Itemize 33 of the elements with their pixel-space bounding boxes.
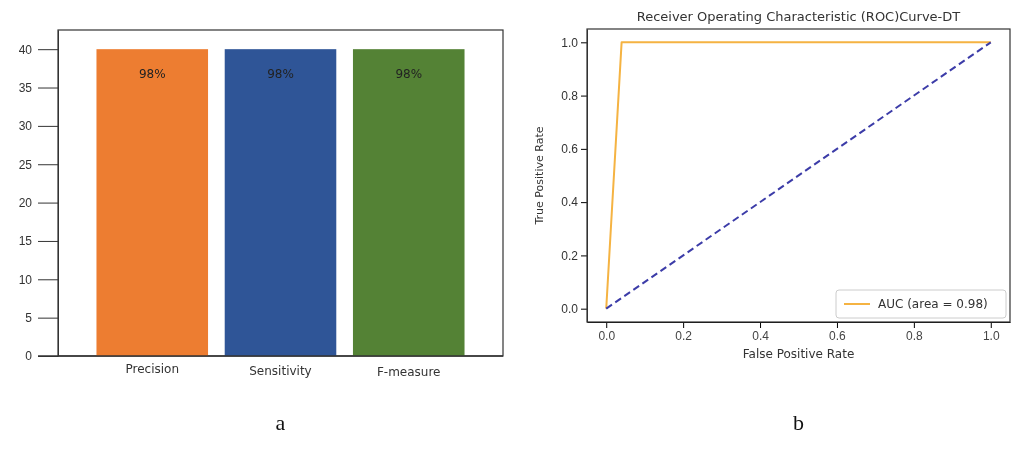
y-tick-label: 1.0 — [561, 35, 579, 50]
x-tick-label: Sensitivity — [249, 363, 312, 378]
y-tick-label: 0.0 — [561, 302, 579, 317]
y-tick-label: 0.8 — [561, 88, 579, 103]
y-tick-label: 5 — [25, 310, 33, 325]
x-tick-label: 0.2 — [675, 328, 693, 343]
chart-title: Receiver Operating Characteristic (ROC)Curve-DT — [636, 9, 961, 24]
x-tick-label: F-measure — [376, 365, 441, 379]
y-axis-title: True Positive Rate — [533, 126, 546, 226]
y-tick-label: 0.4 — [561, 195, 579, 210]
y-tick-label: 0.2 — [561, 248, 579, 263]
y-tick-label: 25 — [18, 157, 33, 172]
annotation: 98% — [138, 67, 166, 82]
text: a — [275, 410, 286, 435]
x-tick-label: 0.4 — [752, 328, 770, 343]
text: b — [793, 410, 804, 435]
y-tick-label: 0.6 — [561, 142, 579, 157]
x-axis-title: False Positive Rate — [742, 347, 855, 361]
x-tick-label: 0.8 — [906, 328, 924, 343]
annotation: 98% — [267, 67, 294, 82]
y-tick-label: 10 — [18, 272, 33, 287]
annotation: 98% — [395, 67, 423, 82]
y-tick-label: 20 — [18, 195, 33, 210]
y-tick-label: 30 — [18, 119, 33, 134]
x-tick-label: 0.6 — [829, 328, 847, 343]
x-tick-label: Precision — [125, 362, 180, 376]
y-tick-label: 35 — [18, 80, 33, 95]
y-tick-label: 40 — [18, 42, 33, 57]
x-tick-label: 0.0 — [598, 328, 616, 343]
y-tick-label: 0 — [25, 349, 33, 364]
legend-label: AUC (area = 0.98) — [878, 297, 988, 311]
y-tick-label: 15 — [18, 234, 33, 249]
x-tick-label: 1.0 — [982, 328, 1000, 343]
